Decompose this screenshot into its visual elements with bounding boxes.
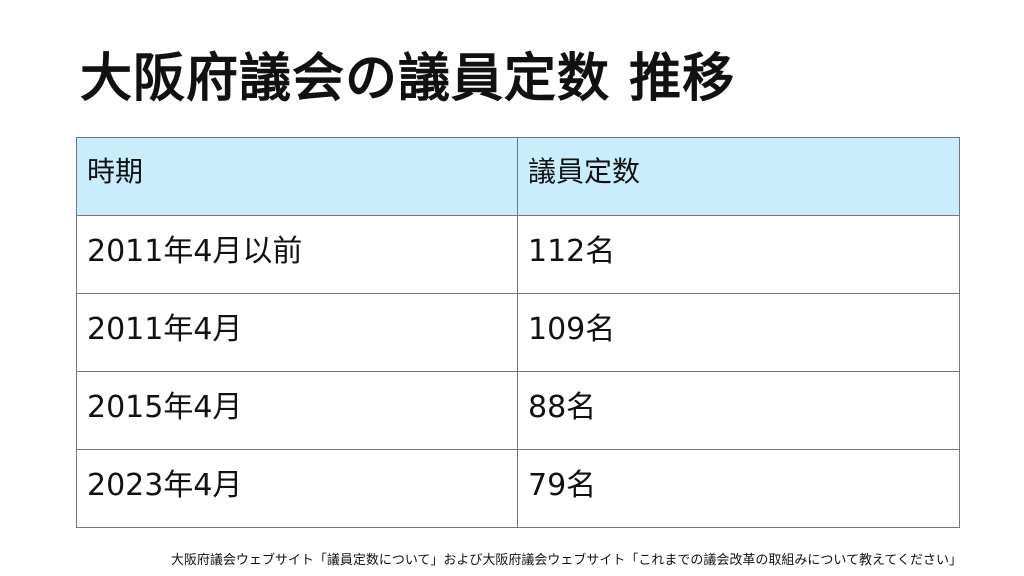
cell-period: 2011年4月	[76, 293, 518, 372]
cell-period: 2023年4月	[76, 449, 518, 528]
cell-seats: 88名	[517, 371, 960, 450]
cell-seats: 79名	[517, 449, 960, 528]
table-row: 2015年4月 88名	[76, 371, 960, 450]
table-row: 2011年4月以前 112名	[76, 215, 960, 294]
cell-period: 2011年4月以前	[76, 215, 518, 294]
cell-seats: 112名	[517, 215, 960, 294]
header-seats: 議員定数	[517, 137, 960, 216]
table-row: 2011年4月 109名	[76, 293, 960, 372]
council-seats-table: 時期 議員定数 2011年4月以前 112名 2011年4月 109名 2015…	[76, 137, 960, 528]
table-header-row: 時期 議員定数	[76, 137, 960, 216]
cell-seats: 109名	[517, 293, 960, 372]
page-title: 大阪府議会の議員定数 推移	[80, 49, 736, 109]
table-row: 2023年4月 79名	[76, 449, 960, 528]
header-period: 時期	[76, 137, 518, 216]
source-note: 大阪府議会ウェブサイト「議員定数について」および大阪府議会ウェブサイト「これまで…	[170, 553, 962, 568]
cell-period: 2015年4月	[76, 371, 518, 450]
